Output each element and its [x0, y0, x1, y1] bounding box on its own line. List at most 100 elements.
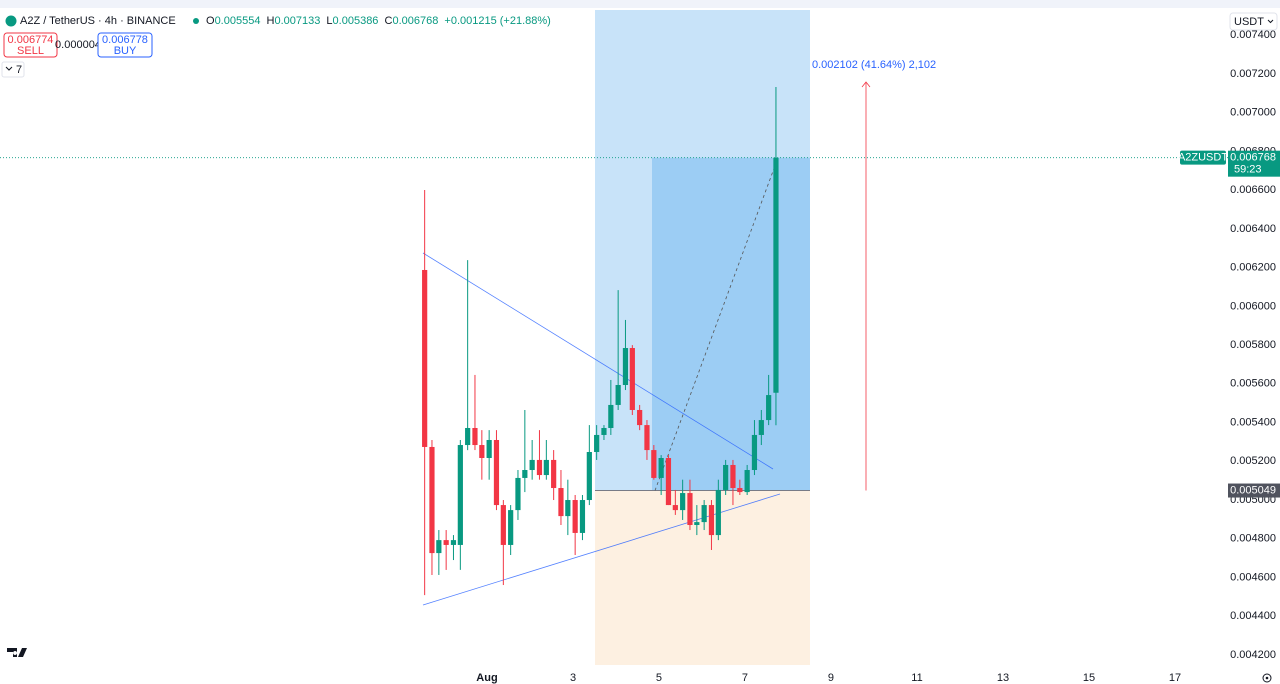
x-tick-label: 7: [742, 672, 748, 684]
y-tick-label: 0.006400: [1230, 223, 1276, 235]
y-tick-label: 0.004800: [1230, 533, 1276, 545]
y-tick-label: 0.007000: [1230, 107, 1276, 119]
entry-badge-label: 0.005049: [1230, 484, 1276, 496]
buy-button[interactable]: 0.006778 BUY: [97, 32, 153, 58]
candle-body: [436, 540, 442, 554]
candle-body: [551, 459, 557, 489]
candle-body: [472, 427, 478, 446]
y-tick-label: 0.007400: [1230, 29, 1276, 41]
y-tick-label: 0.005400: [1230, 416, 1276, 428]
candle-body: [543, 459, 549, 476]
currency-box[interactable]: [1229, 12, 1278, 31]
y-tick-label: 0.004200: [1230, 649, 1276, 661]
y-tick-label: 0.004600: [1230, 571, 1276, 583]
candle-body: [450, 540, 457, 545]
spread: 0.000004: [55, 39, 101, 51]
trend-line: [422, 252, 774, 470]
profit-filled: [652, 157, 810, 491]
candle-body: [522, 470, 528, 478]
currency-button[interactable]: USDT: [1229, 12, 1278, 31]
candle-body: [723, 464, 729, 490]
candle-body: [486, 439, 492, 459]
candle-body: [608, 404, 614, 428]
indicators-toggle[interactable]: 7: [1, 61, 25, 78]
indicators-count[interactable]: 7: [16, 64, 22, 76]
x-tick-label: 9: [828, 672, 834, 684]
candle-body: [758, 420, 764, 435]
sell-price[interactable]: 0.006774: [8, 34, 54, 46]
candle-body: [701, 505, 707, 523]
candle-body: [508, 510, 514, 545]
buy-price[interactable]: 0.006778: [102, 34, 148, 46]
ohlc-label: L: [326, 15, 332, 27]
projection-line: [654, 157, 779, 491]
plot-layer: [422, 87, 779, 596]
candle-body: [479, 445, 485, 459]
x-tick-label: 11: [911, 672, 922, 684]
ohlc-value: 0.006768: [392, 15, 438, 27]
candle-body: [536, 459, 543, 476]
candle-body: [622, 348, 629, 386]
y-tick-label: 0.005800: [1230, 339, 1276, 351]
chevron-icon[interactable]: [1267, 19, 1274, 24]
settings-icon-dot[interactable]: [1265, 676, 1269, 680]
y-tick-label: 0.006000: [1230, 300, 1276, 312]
sell-box[interactable]: [3, 32, 58, 58]
measure-arrowhead: [861, 81, 871, 88]
ohlc-value: 0.005386: [333, 15, 379, 27]
ohlc-label: H: [267, 15, 275, 27]
candle-body: [422, 269, 428, 447]
candle-body: [572, 500, 578, 533]
candle-body: [515, 477, 521, 511]
candle-body: [579, 500, 586, 533]
candle-body: [594, 434, 600, 453]
y-tick-label: 0.006600: [1230, 184, 1276, 196]
ohlc-label: C: [385, 15, 393, 27]
ohlc-legend: O0.005554 H0.007133 L0.005386 C0.006768 …: [206, 15, 551, 27]
candle-body: [730, 464, 736, 489]
candle-body: [766, 395, 772, 421]
candle-body: [493, 439, 500, 506]
candle-body: [680, 493, 686, 511]
change: +0.001215 (+21.88%): [444, 15, 550, 27]
y-tick-label: 0.007200: [1230, 68, 1276, 80]
candle-body: [629, 348, 635, 410]
sell-label[interactable]: SELL: [17, 45, 44, 57]
candle-body: [637, 409, 643, 426]
buy-label[interactable]: BUY: [114, 45, 137, 57]
ohlc-value: 0.007133: [274, 15, 320, 27]
x-tick-label: 13: [997, 672, 1009, 684]
settings-icon[interactable]: [1262, 673, 1272, 683]
top-strip: [0, 0, 1280, 8]
symbol-badge-label: A2ZUSDT: [1178, 152, 1228, 164]
measure-label: 0.002102 (41.64%) 2,102: [812, 59, 936, 71]
candle-body: [687, 493, 693, 526]
chevron-icon[interactable]: [5, 66, 13, 71]
y-tick-label: 0.005200: [1230, 455, 1276, 467]
candle-body: [665, 458, 672, 506]
chart-title: A2Z / TetherUS · 4h · BINANCE: [20, 15, 176, 27]
y-tick-label: 0.005600: [1230, 378, 1276, 390]
symbol-icon: [5, 15, 17, 27]
sell-button[interactable]: 0.006774 SELL: [3, 32, 58, 58]
candle-body: [615, 385, 621, 405]
candle-body: [694, 522, 700, 526]
countdown: 59:23: [1234, 164, 1262, 176]
candle-body: [443, 540, 449, 545]
candle-body: [529, 459, 535, 471]
candle-body: [708, 505, 715, 536]
x-tick-label: 15: [1083, 672, 1095, 684]
y-tick-label: 0.006200: [1230, 262, 1276, 274]
currency[interactable]: USDT: [1234, 16, 1264, 28]
status-dot: [193, 18, 199, 24]
candle-body: [457, 445, 463, 545]
x-tick-label: 17: [1169, 672, 1181, 684]
candle-body: [715, 489, 721, 536]
candle-body: [744, 470, 750, 493]
candle-body: [737, 488, 743, 493]
candle-body: [565, 500, 571, 517]
buy-box[interactable]: [97, 32, 153, 58]
candle-body: [773, 157, 779, 393]
indicators-box[interactable]: [1, 61, 25, 78]
